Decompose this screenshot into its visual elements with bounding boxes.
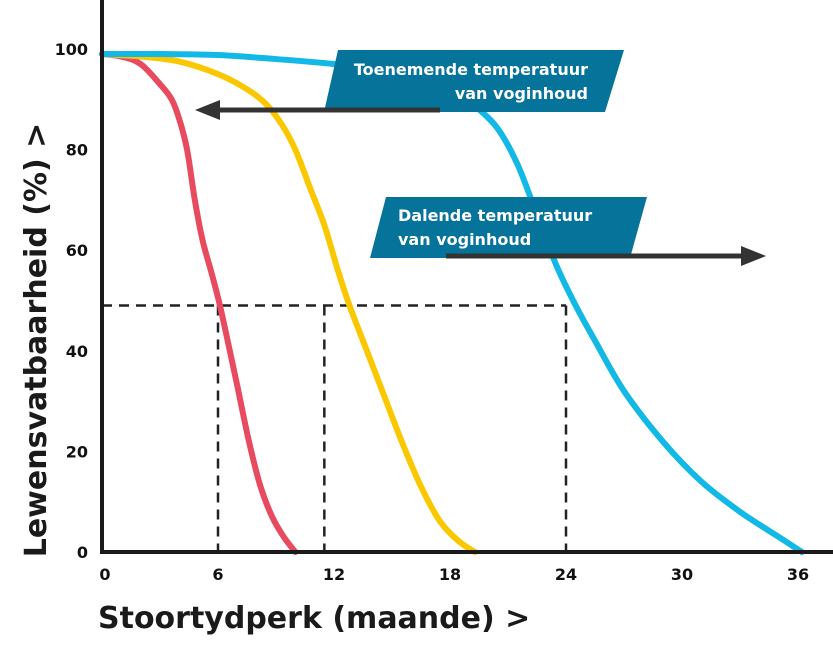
arrow-left-head: [195, 100, 220, 120]
series-line-yellow: [99, 51, 479, 555]
x-tick-label: 24: [555, 565, 577, 584]
series-layer: [99, 50, 805, 555]
arrow-right-head: [741, 246, 766, 266]
callout-box-decreasing: [370, 197, 647, 258]
x-axis-title: Stoortydperk (maande) >: [98, 601, 530, 636]
callout-increasing-line1: Toenemende temperatuur: [354, 60, 588, 79]
series-line-blue: [99, 50, 805, 555]
y-tick-label: 0: [77, 543, 88, 562]
callout-box-increasing: [324, 50, 624, 112]
axes: [100, 0, 833, 554]
reference-lines: [102, 304, 568, 552]
series-line-red: [99, 51, 299, 555]
x-tick-label: 36: [787, 565, 809, 584]
y-tick-labels: 0 20 40 60 80 100: [55, 40, 88, 562]
x-tick-label: 0: [99, 565, 110, 584]
y-tick-label: 100: [55, 40, 88, 59]
callout-decreasing-line2: van voginhoud: [398, 230, 531, 249]
x-tick-label: 18: [439, 565, 461, 584]
x-tick-label: 12: [323, 565, 345, 584]
x-tick-label: 30: [671, 565, 693, 584]
y-tick-label: 60: [66, 241, 88, 260]
y-axis-title: Lewensvatbaarheid (%) >: [19, 123, 54, 558]
x-tick-label: 6: [212, 565, 223, 584]
y-tick-label: 20: [66, 442, 88, 461]
callout-decreasing-line1: Dalende temperatuur: [398, 206, 592, 225]
callouts: Toenemende temperatuur van voginhoud Dal…: [195, 50, 766, 266]
y-tick-label: 40: [66, 342, 88, 361]
x-tick-labels: 0 6 12 18 24 30 36: [99, 565, 809, 584]
y-tick-label: 80: [66, 141, 88, 160]
callout-increasing-line2: van voginhoud: [455, 84, 588, 103]
